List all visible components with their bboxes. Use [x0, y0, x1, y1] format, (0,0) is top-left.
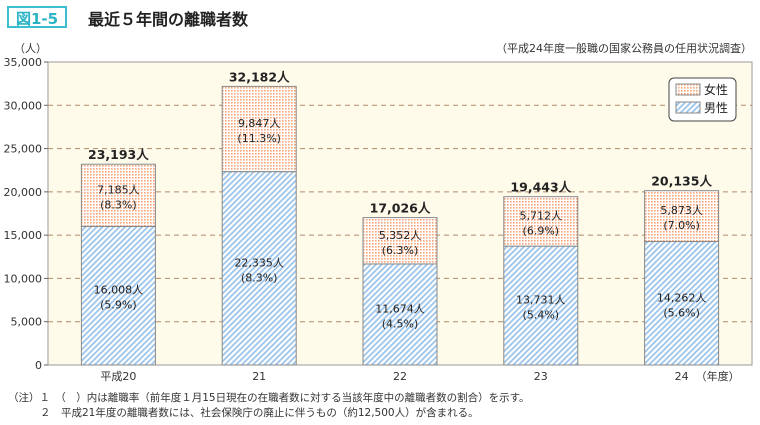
- female-value-label: 7,185人: [97, 183, 140, 196]
- total-label: 32,182人: [229, 69, 290, 84]
- legend-label-male: 男性: [704, 101, 728, 115]
- x-tick-label: 22: [393, 370, 407, 383]
- legend-label-female: 女性: [704, 82, 728, 97]
- y-tick-label: 25,000: [4, 143, 43, 156]
- x-tick-label: 23: [534, 370, 548, 383]
- female-value-label: 5,712人: [520, 209, 563, 222]
- y-axis-unit: （人）: [14, 42, 47, 55]
- female-value-label: 5,873人: [660, 204, 703, 217]
- total-label: 23,193人: [88, 147, 149, 162]
- x-tick-label: 平成20: [100, 370, 136, 383]
- bar-male: [80, 225, 156, 366]
- bar-female: [221, 85, 297, 173]
- male-value-label: 16,008人: [94, 284, 144, 297]
- y-tick-label: 10,000: [4, 272, 43, 285]
- male-rate-label: (5.4%): [523, 309, 560, 322]
- total-label: 20,135人: [651, 174, 712, 189]
- female-rate-label: (11.3%): [237, 132, 281, 145]
- bar-female: [362, 217, 438, 265]
- female-value-label: 9,847人: [238, 117, 281, 130]
- footnote-1: （注）１ （ ）内は離職率（前年度１月15日現在の在職者数に対する当該年度中の離…: [8, 392, 530, 404]
- male-rate-label: (8.3%): [241, 271, 278, 284]
- bar-male: [644, 241, 720, 366]
- y-tick-label: 35,000: [4, 56, 43, 69]
- footnote-2: ２ 平成21年度の離職者数には、社会保険庁の廃止に伴うもの（約12,500人）が…: [40, 407, 479, 419]
- x-tick-label: 24: [675, 370, 689, 383]
- female-rate-label: (7.0%): [663, 219, 700, 232]
- male-rate-label: (5.9%): [100, 299, 137, 312]
- legend-swatch-male: [675, 101, 701, 114]
- chart-title: 最近５年間の離職者数: [88, 10, 249, 29]
- bar-female: [503, 196, 579, 247]
- total-label: 19,443人: [510, 180, 571, 195]
- male-rate-label: (5.6%): [663, 306, 700, 319]
- figure-label: 図1-5: [7, 6, 67, 28]
- x-axis-unit: （年度）: [696, 369, 740, 383]
- female-value-label: 5,352人: [379, 229, 422, 242]
- x-tick-label: 21: [252, 370, 266, 383]
- y-tick-label: 5,000: [11, 316, 43, 329]
- female-rate-label: (6.9%): [523, 224, 560, 237]
- male-value-label: 22,335人: [234, 256, 284, 269]
- bar-male: [362, 263, 438, 366]
- male-rate-label: (4.5%): [382, 317, 419, 330]
- y-tick-label: 30,000: [4, 99, 43, 112]
- y-tick-label: 0: [35, 359, 42, 372]
- male-value-label: 14,262人: [657, 291, 707, 304]
- source-note: （平成24年度一般職の国家公務員の任用状況調査）: [496, 42, 752, 55]
- total-label: 17,026人: [370, 201, 431, 216]
- bar-female: [644, 190, 720, 243]
- male-value-label: 11,674人: [375, 302, 425, 315]
- male-value-label: 13,731人: [516, 294, 566, 307]
- female-rate-label: (8.3%): [100, 198, 137, 211]
- legend-swatch-female: [675, 83, 701, 96]
- bar-female: [80, 163, 156, 227]
- female-rate-label: (6.3%): [382, 244, 419, 257]
- y-tick-label: 20,000: [4, 186, 43, 199]
- y-tick-label: 15,000: [4, 229, 43, 242]
